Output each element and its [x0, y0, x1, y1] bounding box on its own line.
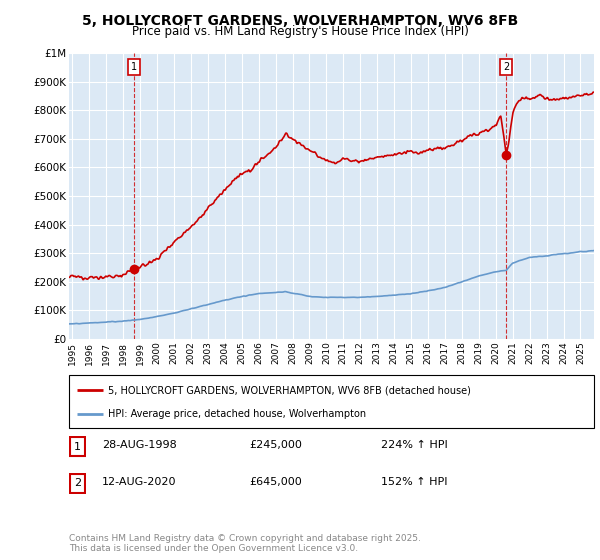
Text: 2: 2 — [74, 478, 81, 488]
FancyBboxPatch shape — [70, 474, 85, 493]
Text: HPI: Average price, detached house, Wolverhampton: HPI: Average price, detached house, Wolv… — [109, 408, 367, 418]
Text: 152% ↑ HPI: 152% ↑ HPI — [381, 477, 448, 487]
Text: 1: 1 — [74, 442, 81, 452]
Text: £645,000: £645,000 — [249, 477, 302, 487]
Text: Contains HM Land Registry data © Crown copyright and database right 2025.
This d: Contains HM Land Registry data © Crown c… — [69, 534, 421, 553]
Text: 28-AUG-1998: 28-AUG-1998 — [102, 440, 177, 450]
Text: 1: 1 — [131, 62, 137, 72]
Text: 2: 2 — [503, 62, 509, 72]
Text: 5, HOLLYCROFT GARDENS, WOLVERHAMPTON, WV6 8FB: 5, HOLLYCROFT GARDENS, WOLVERHAMPTON, WV… — [82, 14, 518, 28]
FancyBboxPatch shape — [70, 437, 85, 456]
Text: Price paid vs. HM Land Registry's House Price Index (HPI): Price paid vs. HM Land Registry's House … — [131, 25, 469, 38]
Text: £245,000: £245,000 — [249, 440, 302, 450]
Text: 12-AUG-2020: 12-AUG-2020 — [102, 477, 176, 487]
FancyBboxPatch shape — [69, 375, 594, 428]
Text: 5, HOLLYCROFT GARDENS, WOLVERHAMPTON, WV6 8FB (detached house): 5, HOLLYCROFT GARDENS, WOLVERHAMPTON, WV… — [109, 385, 471, 395]
Text: 224% ↑ HPI: 224% ↑ HPI — [381, 440, 448, 450]
